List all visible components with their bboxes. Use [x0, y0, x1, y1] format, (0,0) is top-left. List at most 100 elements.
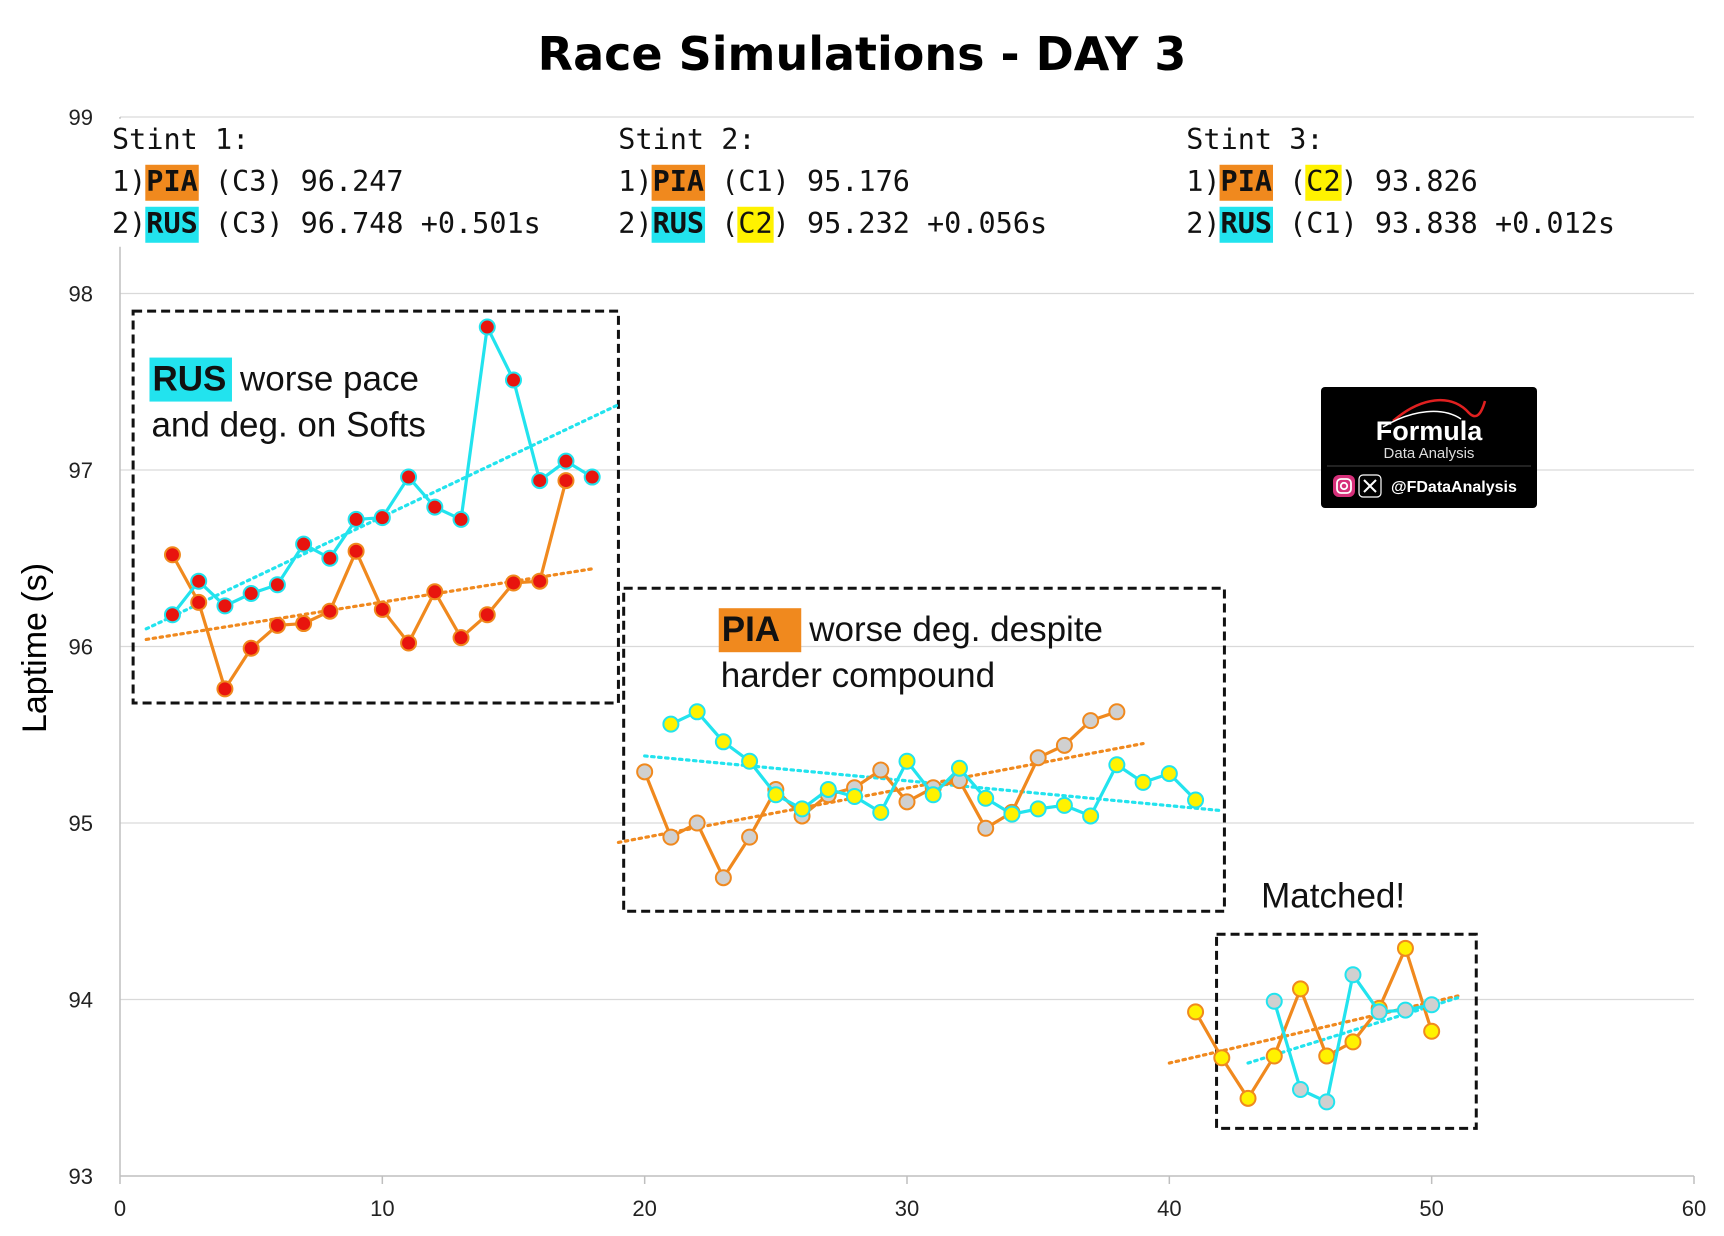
data-point	[583, 468, 601, 486]
paren-open: (	[1289, 207, 1306, 240]
gap-to-leader: +0.056s	[927, 207, 1047, 240]
driver-code: RUS	[1221, 207, 1272, 240]
data-point	[373, 509, 391, 527]
data-point	[898, 793, 916, 811]
driver-code: PIA	[146, 165, 197, 198]
position-label: 1)	[618, 165, 652, 198]
position-label: 2)	[112, 207, 146, 240]
data-point	[478, 606, 496, 624]
series-line	[1194, 946, 1434, 1100]
data-point	[426, 498, 444, 516]
data-point	[1187, 791, 1205, 809]
data-point	[793, 800, 811, 818]
annotation-text: Matched!	[1261, 877, 1405, 916]
data-point	[216, 680, 234, 698]
driver-highlight	[651, 164, 706, 201]
data-point	[400, 634, 418, 652]
driver-code: PIA	[1221, 165, 1272, 198]
data-point	[688, 814, 706, 832]
avg-laptime: 95.176	[807, 165, 910, 198]
position-label: 2)	[1186, 207, 1220, 240]
x-tick-label: 10	[370, 1196, 394, 1221]
data-point	[977, 819, 995, 837]
data-point	[242, 585, 260, 603]
data-point	[347, 542, 365, 560]
x-tick-label: 60	[1682, 1196, 1706, 1221]
data-point	[242, 639, 260, 657]
y-tick-label: 98	[69, 282, 93, 307]
data-point	[452, 629, 470, 647]
x-tick-labels: 0 10 20 30 40 50 60	[114, 1196, 1706, 1221]
data-point	[1187, 1003, 1205, 1021]
data-point	[505, 574, 522, 592]
trendline	[144, 567, 594, 642]
avg-laptime: 96.748	[301, 207, 404, 240]
data-point	[1134, 773, 1152, 791]
paren-open: (	[215, 207, 232, 240]
data-point	[1292, 1081, 1309, 1099]
data-point	[1160, 765, 1178, 783]
stint-summary-stint3: Stint 3: 1) PIA (C2) 93.826 2) RUS (C1) 93.838 +0…	[1184, 118, 1685, 247]
data-point	[846, 788, 864, 806]
data-point	[767, 786, 785, 804]
data-point	[1029, 800, 1047, 818]
series-pia-c2	[1187, 939, 1441, 1107]
compound-highlight	[1305, 164, 1342, 201]
x-twitter-icon	[1358, 474, 1382, 498]
data-point	[872, 761, 890, 779]
y-tick-label: 99	[69, 105, 93, 130]
data-point	[1055, 736, 1073, 754]
data-point	[190, 593, 208, 611]
data-point	[163, 606, 181, 624]
series-rus-c3	[163, 318, 601, 624]
series-rus-c1	[1265, 966, 1441, 1111]
data-point	[950, 759, 968, 777]
paren-close: )	[1341, 165, 1358, 198]
series-line	[171, 480, 568, 691]
paren-close: )	[266, 165, 283, 198]
x-tick-label: 20	[632, 1196, 656, 1221]
data-point	[1082, 712, 1100, 730]
data-point	[1213, 1049, 1231, 1067]
brand-logo: Formula Data Analysis @FDataAnalysis	[1321, 387, 1537, 508]
data-point	[898, 752, 916, 770]
stint1-note: RUS worse pace and deg. on Softs	[149, 357, 426, 445]
data-point	[531, 472, 549, 490]
data-point	[1108, 756, 1126, 774]
driver-highlight	[145, 206, 199, 243]
x-tick-label: 0	[114, 1196, 126, 1221]
avg-laptime: 95.232	[807, 207, 910, 240]
y-tick-label: 95	[69, 811, 93, 836]
paren-close: )	[1341, 207, 1358, 240]
compound-label: C2	[738, 207, 772, 240]
compound-label: C1	[738, 165, 772, 198]
stint-summary-stint1: Stint 1: 1) PIA (C3) 96.247 2) RUS (C3) 96.748 +0…	[110, 118, 610, 247]
data-point	[163, 546, 181, 564]
data-point	[1318, 1093, 1336, 1111]
logo-swoosh-white-icon	[1382, 410, 1462, 428]
paren-open: (	[721, 207, 738, 240]
driver-highlight	[651, 206, 706, 243]
data-point	[216, 597, 234, 615]
data-point	[1055, 796, 1073, 814]
compound-label: C2	[1306, 165, 1340, 198]
data-point	[1344, 966, 1362, 984]
y-axis-label: Laptime (s)	[16, 563, 54, 733]
annotation-text: worse pace	[239, 360, 419, 399]
stint3-note: Matched!	[1261, 877, 1405, 916]
data-point	[1396, 939, 1414, 957]
chart-title: Race Simulations - DAY 3	[538, 27, 1187, 81]
gridlines	[120, 116, 1694, 1001]
paren-close: )	[266, 207, 283, 240]
data-point	[268, 576, 286, 594]
data-point	[1265, 1047, 1283, 1065]
driver-code: PIA	[653, 165, 704, 198]
data-point	[1082, 807, 1100, 825]
stint-heading: Stint 3:	[1186, 123, 1323, 156]
highlight-boxes	[131, 309, 1478, 1130]
paren-open: (	[721, 165, 738, 198]
compound-label: C1	[1306, 207, 1340, 240]
avg-laptime: 96.247	[301, 165, 404, 198]
annotation-text: harder compound	[721, 656, 995, 695]
